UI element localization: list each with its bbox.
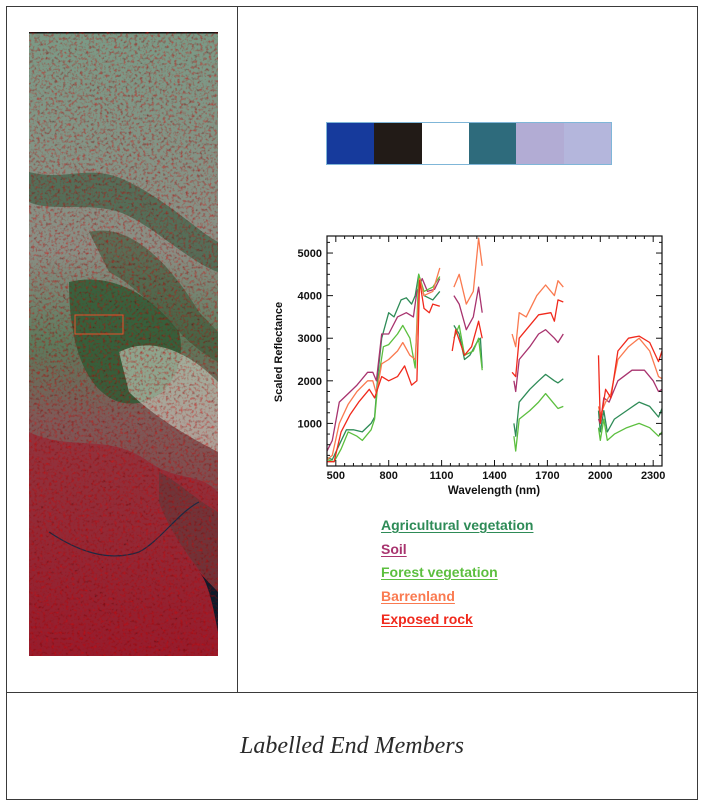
series-line (326, 277, 441, 452)
column-divider (237, 6, 238, 692)
figure-frame (6, 6, 698, 800)
series-line (597, 369, 663, 425)
tick-label: 5000 (298, 248, 322, 260)
series-line (453, 237, 483, 305)
legend-barrenland: Barrenland (381, 587, 455, 604)
roi-box (74, 314, 124, 335)
series-line (511, 299, 564, 378)
swatch-1 (327, 123, 375, 164)
chart-axes: 500 800 1100 1400 1700 2000 2300 1000 2000 3000 40… (298, 236, 665, 482)
tick-label: 3000 (298, 333, 322, 345)
series-line (453, 325, 483, 369)
legend-agricultural-vegetation: Agricultural vegetation (381, 517, 534, 533)
swatch-5 (516, 123, 564, 164)
series-line (513, 392, 564, 452)
tick-label: 1000 (298, 418, 322, 430)
series-line (327, 280, 440, 463)
series-line (453, 286, 483, 331)
tick-label: 1400 (482, 470, 506, 482)
series-line (326, 273, 441, 463)
swatch-2 (374, 123, 422, 164)
caption-divider (6, 692, 698, 693)
series-line (597, 401, 663, 433)
tick-label: 800 (380, 470, 398, 482)
tick-label: 2000 (588, 470, 612, 482)
x-axis-label: Wavelength (nm) (448, 485, 540, 497)
tick-label: 4000 (298, 291, 322, 303)
series-line (597, 418, 663, 442)
tick-label: 1100 (430, 470, 454, 482)
swatch-4 (468, 123, 517, 164)
series-line (597, 335, 663, 425)
legend-soil: Soil (381, 540, 407, 557)
color-swatches (326, 122, 612, 165)
series-line (326, 267, 441, 461)
legend-forest-vegetation: Forest vegetation (381, 564, 498, 580)
swatch-6 (563, 123, 611, 164)
chart-legend: Agricultural vegetation Soil Forest vege… (381, 514, 533, 632)
figure-caption: Labelled End Members (240, 733, 464, 759)
chart-series (326, 237, 663, 463)
y-axis-label: Scaled Reflectance (273, 302, 285, 402)
series-line (453, 324, 483, 371)
tick-label: 2300 (641, 470, 665, 482)
legend-exposed-rock: Exposed rock (381, 611, 473, 627)
tick-label: 1700 (535, 470, 559, 482)
series-line (513, 329, 564, 393)
plot-frame (326, 235, 663, 467)
satellite-image (29, 32, 218, 656)
tick-label: 500 (327, 470, 345, 482)
series-line (511, 280, 564, 348)
tick-label: 2000 (298, 376, 322, 388)
series-line (451, 320, 483, 356)
series-line (513, 373, 564, 437)
swatch-3 (421, 123, 469, 164)
reflectance-chart: 500 800 1100 1400 1700 2000 2300 1000 2000 3000 40… (260, 230, 680, 500)
